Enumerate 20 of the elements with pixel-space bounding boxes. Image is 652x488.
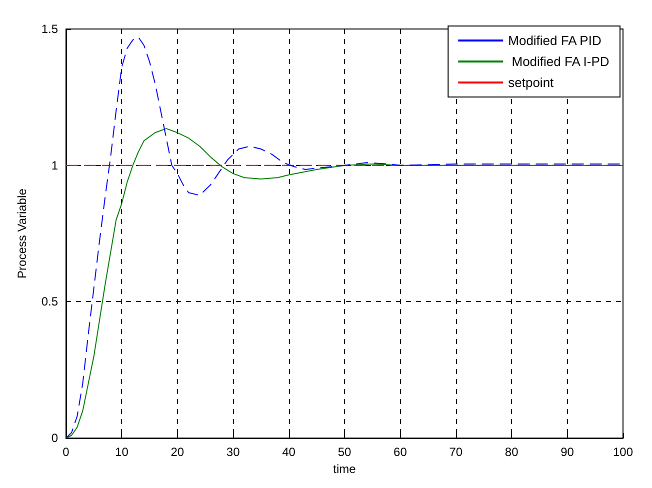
x-tick-label: 50 xyxy=(338,445,352,460)
y-axis-title: Process Variable xyxy=(15,188,29,278)
y-tick-label: 0 xyxy=(51,431,58,446)
x-tick-label: 90 xyxy=(560,445,574,460)
x-tick-label: 100 xyxy=(612,445,634,460)
x-tick-label: 0 xyxy=(62,445,70,460)
x-tick-label: 40 xyxy=(282,445,296,460)
x-tick-label: 10 xyxy=(115,445,129,460)
x-tick-label: 30 xyxy=(226,445,240,460)
legend-label: Modified FA PID xyxy=(508,33,602,48)
x-axis-title: time xyxy=(333,462,356,476)
legend-label: setpoint xyxy=(508,75,554,90)
y-tick-label: 1 xyxy=(51,158,58,172)
x-tick-label: 70 xyxy=(449,445,463,460)
x-tick-label: 20 xyxy=(170,445,184,460)
x-tick-label: 80 xyxy=(504,445,519,460)
legend-label: Modified FA I-PD xyxy=(508,54,610,69)
x-tick-label: 60 xyxy=(394,445,408,460)
y-tick-label: 1.5 xyxy=(41,22,58,36)
y-tick-label: 0.5 xyxy=(41,294,58,309)
